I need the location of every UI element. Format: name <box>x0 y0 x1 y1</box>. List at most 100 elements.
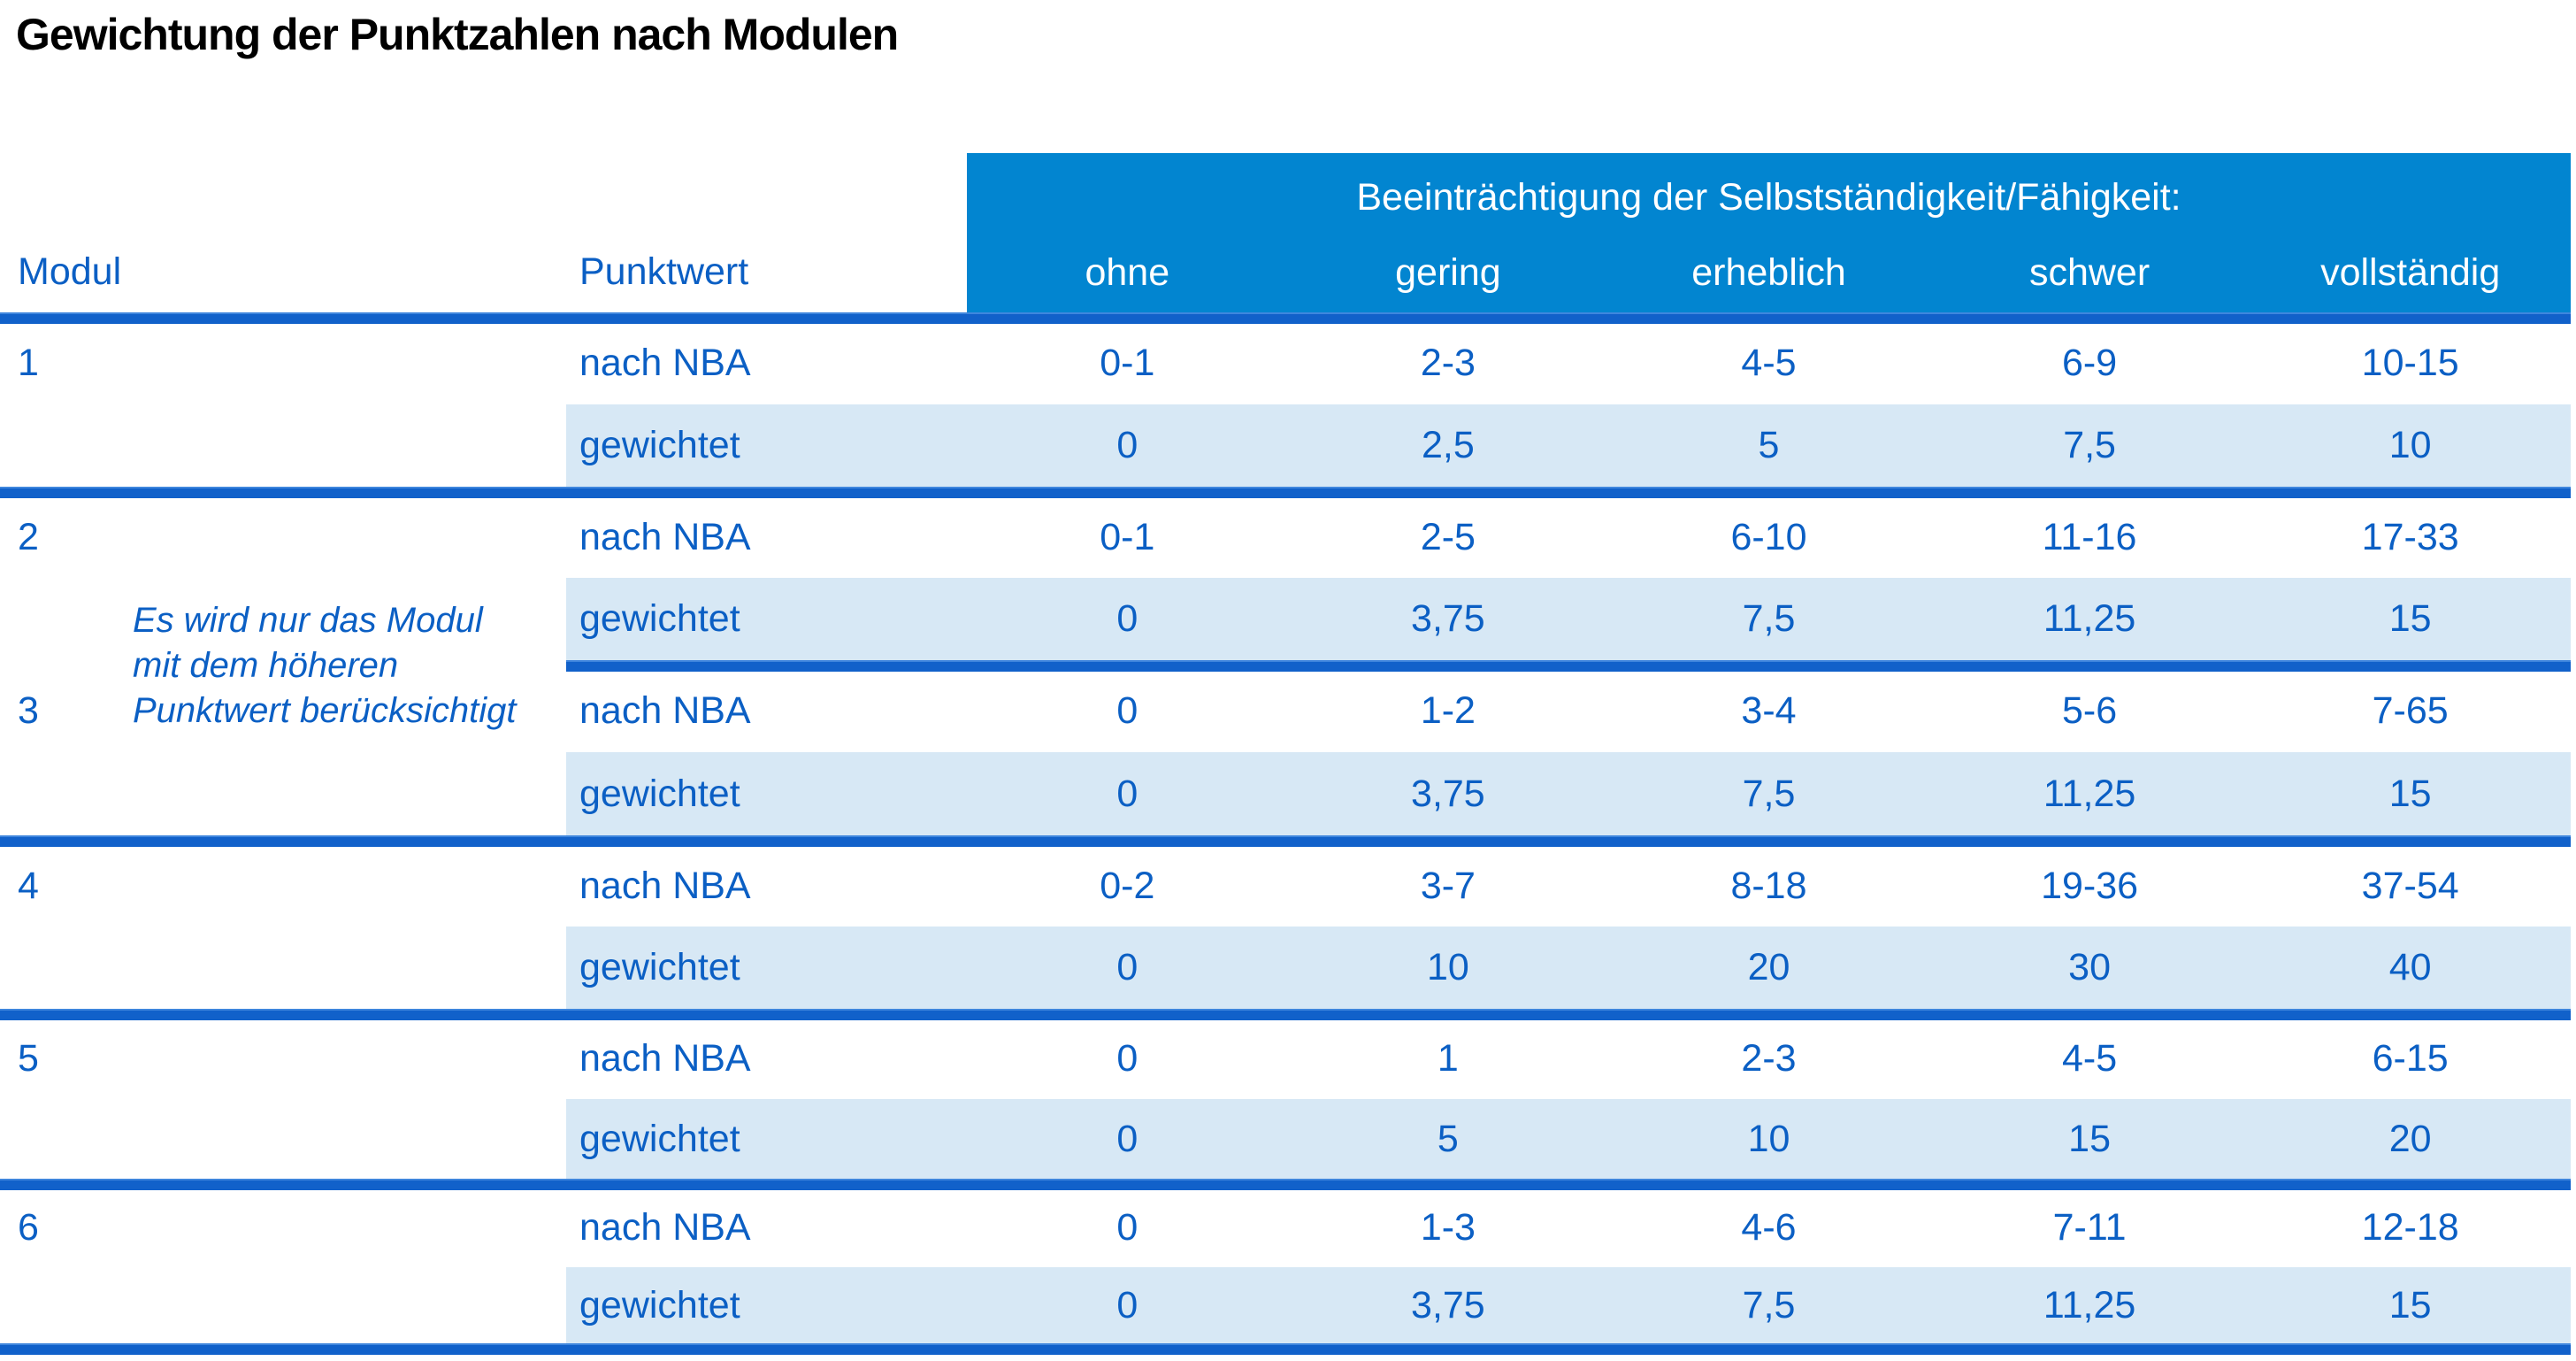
note-line: mit dem höheren <box>133 646 399 685</box>
module-separator-bar-partial <box>566 660 2571 672</box>
module-separator-bar <box>0 1009 2571 1020</box>
row-values: nach NBA 0 1-3 4-6 7-11 12-18 <box>566 1188 2571 1267</box>
modul-cell: 4 <box>0 845 566 927</box>
value-cell: 0 <box>1116 1117 1138 1160</box>
value-cell: 0-1 <box>1100 515 1155 558</box>
table-row-module2-nba: 2 nach NBA 0-1 2-5 6-10 11-16 17-33 <box>0 496 2576 578</box>
value-cell: 10-15 <box>2361 342 2459 384</box>
table-row-module4-nba: 4 nach NBA 0-2 3-7 8-18 19-36 37-54 <box>0 845 2576 927</box>
page-title: Gewichtung der Punktzahlen nach Modulen <box>16 10 899 59</box>
table-row-module2-weighted: gewichtet 0 3,75 7,5 11,25 15 <box>0 578 2576 660</box>
punktwert-cell: gewichtet <box>579 1283 740 1326</box>
value-cell: 0 <box>1116 772 1138 815</box>
note-line: Punktwert berücksichtigt <box>133 691 517 730</box>
value-cell: 40 <box>2388 946 2432 988</box>
table-bottom-bar <box>0 1343 2571 1355</box>
value-cell: 0 <box>1116 1037 1138 1080</box>
value-cell: 10 <box>2388 424 2432 466</box>
punktwert-cell: nach NBA <box>579 864 751 907</box>
table-row-module5-weighted: gewichtet 0 5 10 15 20 <box>0 1099 2576 1179</box>
value-cell: 4-5 <box>1741 342 1797 384</box>
value-cell: 11-16 <box>2042 515 2137 558</box>
severity-header-ohne: ohne <box>1085 250 1170 294</box>
modul-cell: 2 <box>0 496 566 578</box>
modul-cell: 1 <box>0 322 566 404</box>
value-cell: 5-6 <box>2062 689 2118 732</box>
severity-header-vollstaendig: vollständig <box>2320 250 2501 294</box>
table-row-module1-nba: 1 nach NBA 0-1 2-3 4-5 6-9 10-15 <box>0 322 2576 404</box>
value-cell: 0 <box>1116 946 1138 988</box>
row-values: gewichtet 0 5 10 15 20 <box>566 1099 2571 1179</box>
modul-cell <box>0 927 566 1009</box>
severity-header-gering: gering <box>1395 250 1501 294</box>
punktwert-cell: gewichtet <box>579 597 740 640</box>
value-cell: 11,25 <box>2043 772 2136 815</box>
value-cell: 20 <box>2388 1117 2432 1160</box>
row-values: nach NBA 0 1 2-3 4-5 6-15 <box>566 1019 2571 1099</box>
severity-header-row: ohne gering erheblich schwer vollständig <box>967 242 2571 304</box>
module-separator-bar <box>0 835 2571 847</box>
modul-cell <box>0 1267 566 1343</box>
value-cell: 3-7 <box>1420 864 1476 907</box>
value-cell: 10 <box>1747 1117 1790 1160</box>
value-cell: 6-15 <box>2372 1037 2449 1080</box>
value-cell: 5 <box>1437 1117 1459 1160</box>
value-cell: 3-4 <box>1741 689 1797 732</box>
value-cell: 10 <box>1426 946 1469 988</box>
table-row-module6-nba: 6 nach NBA 0 1-3 4-6 7-11 12-18 <box>0 1188 2576 1267</box>
value-cell: 0-1 <box>1100 342 1155 384</box>
value-cell: 2-3 <box>1420 342 1476 384</box>
value-cell: 0 <box>1116 597 1138 640</box>
module-separator-bar <box>0 1179 2571 1190</box>
value-cell: 12-18 <box>2361 1206 2459 1249</box>
row-values: gewichtet 0 3,75 7,5 11,25 15 <box>566 752 2571 835</box>
table-row-module4-weighted: gewichtet 0 10 20 30 40 <box>0 927 2576 1009</box>
value-cell: 3,75 <box>1411 772 1485 815</box>
module-separator-bar <box>0 487 2571 498</box>
punktwert-cell: nach NBA <box>579 342 751 384</box>
value-cell: 2-5 <box>1420 515 1476 558</box>
value-cell: 0-2 <box>1100 864 1155 907</box>
impairment-group-header: Beeinträchtigung der Selbstständigkeit/F… <box>967 153 2571 312</box>
value-cell: 0 <box>1116 424 1138 466</box>
value-cell: 5 <box>1758 424 1780 466</box>
punktwert-cell: nach NBA <box>579 689 751 732</box>
value-cell: 7-11 <box>2052 1206 2127 1249</box>
module-number: 5 <box>18 1037 39 1080</box>
row-values: nach NBA 0-2 3-7 8-18 19-36 37-54 <box>566 845 2571 927</box>
table-row-module1-weighted: gewichtet 0 2,5 5 7,5 10 <box>0 404 2576 487</box>
modul-cell <box>0 1099 566 1179</box>
module-number: 4 <box>18 864 39 907</box>
severity-header-erheblich: erheblich <box>1691 250 1846 294</box>
punktwert-cell: nach NBA <box>579 515 751 558</box>
value-cell: 15 <box>2388 1283 2432 1326</box>
row-values: gewichtet 0 10 20 30 40 <box>566 927 2571 1009</box>
value-cell: 19-36 <box>2041 864 2139 907</box>
note-line: Es wird nur das Modul <box>133 601 483 640</box>
value-cell: 6-10 <box>1730 515 1807 558</box>
modul-cell <box>0 404 566 487</box>
value-cell: 15 <box>2388 772 2432 815</box>
value-cell: 0 <box>1116 1283 1138 1326</box>
row-values: gewichtet 0 2,5 5 7,5 10 <box>566 404 2571 487</box>
value-cell: 15 <box>2068 1117 2111 1160</box>
modul-cell: 3 <box>0 670 566 752</box>
punktwert-cell: gewichtet <box>579 1117 740 1160</box>
value-cell: 15 <box>2388 597 2432 640</box>
punktwert-cell: gewichtet <box>579 772 740 815</box>
value-cell: 11,25 <box>2043 1283 2136 1326</box>
value-cell: 7,5 <box>1742 772 1796 815</box>
value-cell: 4-5 <box>2062 1037 2118 1080</box>
row-values: nach NBA 0 1-2 3-4 5-6 7-65 <box>566 670 2571 752</box>
row-values: nach NBA 0-1 2-3 4-5 6-9 10-15 <box>566 322 2571 404</box>
value-cell: 1-3 <box>1420 1206 1476 1249</box>
module-number: 6 <box>18 1206 39 1249</box>
punktwert-cell: nach NBA <box>579 1206 751 1249</box>
impairment-group-header-label: Beeinträchtigung der Selbstständigkeit/F… <box>1356 176 2181 219</box>
punktwert-column-header: Punktwert <box>579 250 749 293</box>
value-cell: 7,5 <box>1742 1283 1796 1326</box>
table-row-module5-nba: 5 nach NBA 0 1 2-3 4-5 6-15 <box>0 1019 2576 1099</box>
value-cell: 30 <box>2068 946 2111 988</box>
module-number: 3 <box>18 689 39 732</box>
